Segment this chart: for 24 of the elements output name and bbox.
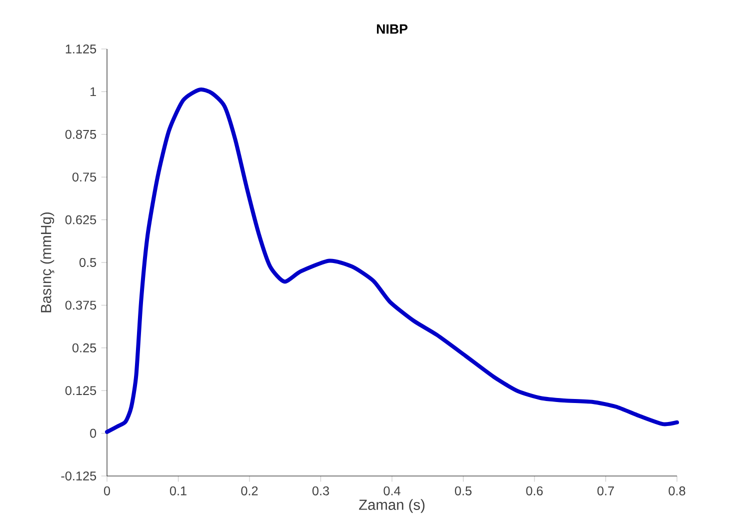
y-tick-label: 1.125	[66, 44, 96, 54]
y-tick-label: 0.375	[65, 300, 96, 310]
y-tick-label: 0	[90, 428, 96, 438]
x-tick-label: 0.8	[668, 486, 686, 496]
y-tick-label: 0.125	[65, 386, 96, 396]
y-axis-title: Basınç (mmHg)	[40, 212, 54, 312]
y-tick-label: 1	[90, 87, 96, 96]
x-axis-title: Zaman (s)	[359, 499, 424, 513]
x-tick-label: 0.7	[597, 486, 614, 496]
line-series	[105, 88, 679, 434]
y-tick-label: 0.25	[72, 343, 96, 352]
x-tick-label: 0.3	[312, 486, 329, 496]
x-tick-label: 0.5	[454, 486, 472, 496]
x-tick-label: 0.4	[384, 486, 400, 496]
y-tick-label: 0.875	[65, 130, 96, 139]
x-tick-label: 0	[104, 486, 110, 496]
y-tick-label: 0.5	[79, 258, 96, 267]
y-tick-label: -0.125	[61, 472, 96, 480]
y-tick-label: 0.75	[72, 172, 96, 182]
x-tick-label: 0.6	[526, 486, 543, 496]
chart-title: NIBP	[376, 24, 408, 34]
x-tick-label: 0.2	[241, 486, 258, 496]
y-tick-label: 0.625	[65, 215, 96, 224]
x-tick-label: 0.1	[170, 486, 186, 496]
